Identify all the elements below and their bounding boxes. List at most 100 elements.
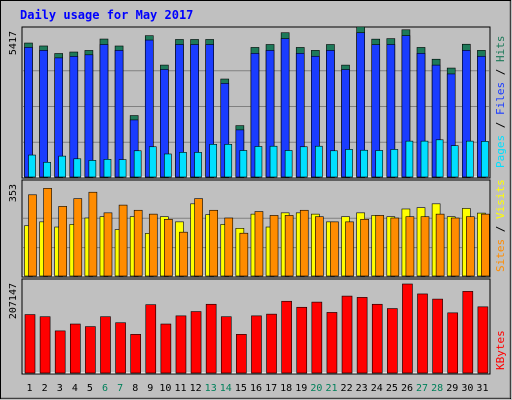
pages-files-hits-legend-separator-1: / <box>494 115 507 135</box>
pages-files-hits-bar-pages-day-7 <box>118 159 127 178</box>
chart-title: Daily usage for May 2017 <box>20 8 193 22</box>
pages-files-hits-bar-pages-day-17 <box>269 145 278 178</box>
visits-sites-bar-sites-day-11 <box>179 231 188 277</box>
x-tick-label-day-1: 1 <box>27 383 33 394</box>
visits-sites-ymax-label: 353 <box>8 184 19 202</box>
x-tick-label-day-31: 31 <box>476 383 488 394</box>
visits-sites-bar-sites-day-29 <box>450 217 460 277</box>
pages-files-hits-bar-pages-day-15 <box>239 150 248 178</box>
kbytes-bar-kbytes-day-12 <box>190 311 202 374</box>
x-tick-label-day-22: 22 <box>341 383 353 394</box>
kbytes-bar-kbytes-day-27 <box>417 293 428 374</box>
kbytes-bar-kbytes-day-5 <box>85 326 96 374</box>
pages-files-hits-bar-pages-day-12 <box>194 152 202 178</box>
x-tick-label-day-3: 3 <box>57 383 63 394</box>
kbytes-bar-kbytes-day-22 <box>341 295 353 374</box>
pages-files-hits-bar-pages-day-18 <box>284 150 293 178</box>
visits-sites-bar-sites-day-12 <box>194 198 203 277</box>
pages-files-hits-bar-pages-day-25 <box>390 149 399 178</box>
visits-sites-bar-sites-day-25 <box>390 217 400 277</box>
visits-sites-bar-sites-day-13 <box>209 209 218 277</box>
visits-sites-bar-sites-day-16 <box>254 211 264 277</box>
pages-files-hits-bar-pages-day-24 <box>375 150 384 178</box>
x-tick-label-day-4: 4 <box>72 383 78 394</box>
sites-visits-legend-visits: Visits <box>494 179 507 219</box>
pages-files-hits-bar-pages-day-8 <box>133 150 142 178</box>
pages-files-hits-bar-pages-day-10 <box>164 153 172 178</box>
kbytes-legend: KBytes <box>494 330 507 370</box>
visits-sites-bar-sites-day-5 <box>88 191 98 277</box>
kbytes-bar-kbytes-day-24 <box>371 303 383 374</box>
x-tick-label-day-9: 9 <box>147 383 153 394</box>
visits-sites-bar-sites-day-23 <box>360 218 369 277</box>
x-tick-label-day-21: 21 <box>325 383 337 394</box>
pages-files-hits-legend-files: Files <box>494 82 507 115</box>
pages-files-hits-bar-pages-day-23 <box>360 149 368 178</box>
x-tick-label-day-17: 17 <box>265 383 277 394</box>
kbytes-bar-kbytes-day-8 <box>130 334 141 374</box>
kbytes-bar-kbytes-day-2 <box>39 316 51 374</box>
visits-sites-bar-sites-day-24 <box>375 215 385 277</box>
x-tick-label-day-29: 29 <box>446 383 458 394</box>
kbytes-bar-kbytes-day-10 <box>160 323 172 374</box>
visits-sites-bar-sites-day-6 <box>103 212 113 277</box>
pages-files-hits-ymax-label: 5417 <box>8 31 19 55</box>
visits-sites-bar-sites-day-10 <box>164 218 173 277</box>
kbytes-bar-kbytes-day-29 <box>447 312 459 374</box>
pages-files-hits-legend-hits: Hits <box>494 36 507 63</box>
visits-sites-bar-sites-day-27 <box>420 216 430 277</box>
visits-sites-bar-sites-day-28 <box>435 213 445 277</box>
pages-files-hits-bar-pages-day-20 <box>315 145 323 178</box>
visits-sites-bar-sites-day-14 <box>224 217 234 277</box>
visits-sites-bar-sites-day-15 <box>239 232 249 277</box>
x-tick-label-day-11: 11 <box>174 383 186 394</box>
kbytes-bar-kbytes-day-6 <box>100 316 111 374</box>
kbytes-legend-kbytes: KBytes <box>494 330 507 370</box>
kbytes-bar-kbytes-day-21 <box>326 312 338 374</box>
x-tick-label-day-24: 24 <box>371 383 383 394</box>
kbytes-bar-kbytes-day-13 <box>205 303 217 374</box>
pages-files-hits-bar-pages-day-3 <box>58 155 66 178</box>
kbytes-bar-kbytes-day-3 <box>54 330 66 374</box>
x-tick-label-day-18: 18 <box>280 383 292 394</box>
kbytes-bar-kbytes-day-30 <box>462 291 474 374</box>
kbytes-bar-kbytes-day-7 <box>115 322 126 374</box>
pages-files-hits-bar-files-day-2 <box>39 50 48 178</box>
x-tick-label-day-26: 26 <box>401 383 413 394</box>
pages-files-hits-bar-pages-day-13 <box>209 144 217 178</box>
x-tick-label-day-30: 30 <box>461 383 473 394</box>
kbytes-bar-kbytes-day-15 <box>236 334 247 374</box>
kbytes-bar-kbytes-day-16 <box>251 315 262 374</box>
visits-sites-bar-sites-day-26 <box>405 216 415 277</box>
kbytes-bar-kbytes-day-11 <box>175 315 187 374</box>
visits-sites-bar-sites-day-2 <box>43 188 52 277</box>
visits-sites-bar-sites-day-31 <box>481 213 490 277</box>
kbytes-bar-kbytes-day-28 <box>432 298 443 374</box>
sites-visits-legend: Sites / Visits <box>494 179 507 272</box>
kbytes-bar-kbytes-day-4 <box>69 323 81 374</box>
x-tick-label-day-12: 12 <box>190 383 202 394</box>
x-tick-label-day-25: 25 <box>386 383 398 394</box>
kbytes-bar-kbytes-day-1 <box>24 314 36 374</box>
kbytes-bar-kbytes-day-26 <box>402 283 413 374</box>
pages-files-hits-bar-pages-day-30 <box>466 140 474 178</box>
x-tick-label-day-6: 6 <box>102 383 108 394</box>
x-tick-label-day-16: 16 <box>250 383 262 394</box>
visits-sites-bar-sites-day-19 <box>299 209 309 277</box>
x-tick-label-day-19: 19 <box>295 383 307 394</box>
x-tick-label-day-20: 20 <box>310 383 322 394</box>
pages-files-hits-bar-pages-day-19 <box>299 146 308 178</box>
pages-files-hits-legend-separator-2: / <box>494 62 507 82</box>
pages-files-hits-bar-pages-day-27 <box>420 140 429 178</box>
pages-files-hits-bar-pages-day-16 <box>254 146 263 178</box>
visits-sites-bar-sites-day-1 <box>28 194 37 277</box>
kbytes-bar-kbytes-day-17 <box>266 313 277 374</box>
pages-files-hits-bar-pages-day-1 <box>28 154 36 178</box>
kbytes-ymax-label: 207147 <box>8 283 19 319</box>
pages-files-hits-bar-pages-day-5 <box>88 160 97 178</box>
x-tick-label-day-10: 10 <box>159 383 171 394</box>
x-tick-label-day-2: 2 <box>42 383 48 394</box>
pages-files-hits-bar-pages-day-6 <box>103 159 112 178</box>
visits-sites-bar-sites-day-18 <box>284 215 294 277</box>
